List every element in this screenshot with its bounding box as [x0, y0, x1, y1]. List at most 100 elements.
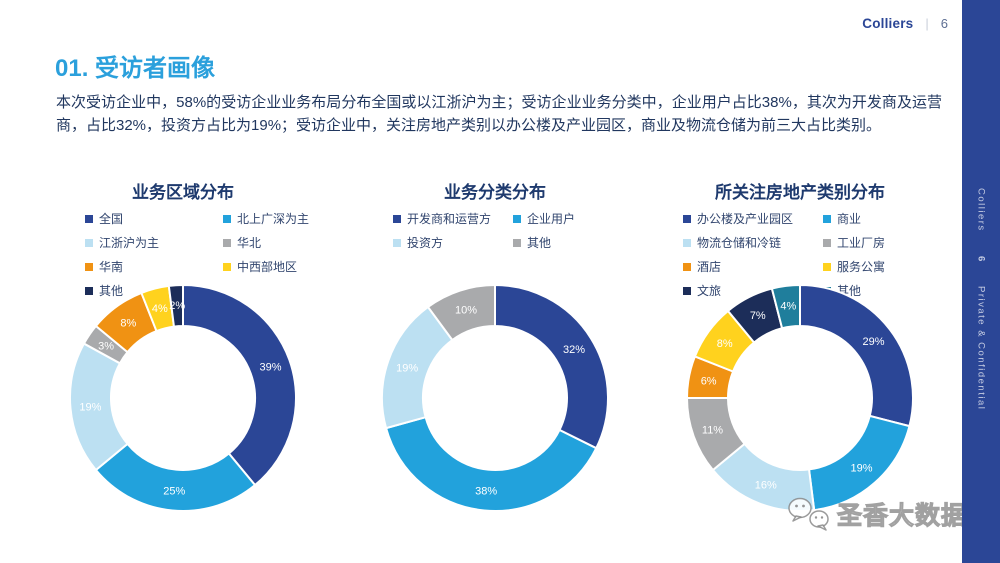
header: Colliers | 6 — [862, 16, 948, 31]
legend-label: 物流仓储和冷链 — [697, 236, 782, 250]
legend-label: 企业用户 — [527, 212, 576, 226]
legend-swatch — [683, 262, 691, 271]
legend-swatch — [85, 286, 93, 295]
legend-label: 北上广深为主 — [237, 212, 310, 226]
legend-swatch — [513, 238, 521, 247]
legend-item: 办公楼及产业园区 — [683, 210, 823, 227]
sidebar-text-group: Colliers 6 Private & Confidential — [962, 188, 1000, 411]
slice-label: 10% — [455, 304, 477, 316]
intro-paragraph: 本次受访企业中，58%的受访企业业务布局分布全国或以江浙沪为主；受访企业业务分类… — [56, 94, 942, 134]
legend-item: 酒店 — [683, 258, 823, 275]
slice-label: 8% — [120, 318, 136, 330]
chart-business-region: 业务区域分布 全国 北上广深为主江浙沪为主 华北华南 中西部地区其他 39% 25% 19… — [43, 170, 323, 542]
brand-logo: Colliers — [862, 16, 914, 31]
legend-swatch — [823, 262, 831, 271]
legend-item: 中西部地区 — [223, 258, 323, 275]
legend-item: 商业 — [823, 210, 940, 227]
legend-swatch — [223, 262, 231, 271]
sidebar-brand: Colliers — [975, 188, 987, 232]
legend-item: 其他 — [513, 234, 635, 251]
slice-label: 29% — [862, 336, 884, 348]
legend-label: 中西部地区 — [237, 260, 298, 274]
donut-slice — [799, 283, 914, 428]
slice-label: 25% — [163, 485, 185, 497]
legend-item: 投资方 — [393, 234, 513, 251]
donut-slice — [770, 283, 801, 330]
legend-item: 北上广深为主 — [223, 210, 323, 227]
legend-item: 物流仓储和冷链 — [683, 234, 823, 251]
chart-title: 业务区域分布 — [132, 183, 234, 202]
chart-property-type: 所关注房地产类别分布 办公楼及产业园区 商业物流仓储和冷链 工业厂房酒店 服务公寓文旅… — [660, 170, 940, 542]
sidebar: Colliers 6 Private & Confidential — [962, 0, 1000, 563]
page-title: 01. 受访者画像 — [55, 55, 216, 82]
slice-label: 19% — [396, 362, 418, 374]
legend-swatch — [393, 214, 401, 223]
legend-item: 其他 — [85, 282, 223, 299]
legend-label: 华北 — [237, 236, 262, 250]
legend-swatch — [85, 262, 93, 271]
legend-item: 全国 — [85, 210, 223, 227]
legend-item: 江浙沪为主 — [85, 234, 223, 251]
donut-chart: 32% 38% 19% 10% — [381, 283, 609, 512]
legend-swatch — [683, 214, 691, 223]
chart-legend: 开发商和运营方 企业用户 投资方 其他 — [355, 210, 635, 251]
legend-item: 华北 — [223, 234, 323, 251]
legend-label: 全国 — [99, 212, 124, 226]
slice-label: 2% — [169, 300, 185, 312]
legend-label: 江浙沪为主 — [99, 236, 160, 250]
legend-label: 开发商和运营方 — [407, 212, 492, 226]
donut-slice — [94, 442, 257, 512]
slice-label: 19% — [850, 463, 872, 475]
legend-swatch — [85, 214, 93, 223]
donut-slice — [182, 283, 297, 487]
legend-swatch — [223, 238, 231, 247]
slice-label: 32% — [563, 344, 585, 356]
slice-label: 3% — [98, 341, 114, 353]
donut-slice — [384, 415, 598, 512]
legend-item: 开发商和运营方 — [393, 210, 513, 227]
legend-swatch — [823, 238, 831, 247]
page-number: 6 — [940, 16, 948, 31]
slice-label: 16% — [755, 479, 777, 491]
legend-swatch — [223, 214, 231, 223]
slice-label: 7% — [750, 310, 766, 322]
slice-label: 6% — [701, 375, 717, 387]
legend-item: 企业用户 — [513, 210, 635, 227]
legend-item: 华南 — [85, 258, 223, 275]
legend-swatch — [85, 238, 93, 247]
slice-label: 4% — [152, 303, 168, 315]
chart-business-category: 业务分类分布 开发商和运营方 企业用户 投资方 其他 32% 38% 19% 10% — [355, 170, 635, 542]
slice-label: 38% — [475, 485, 497, 497]
chart-title: 业务分类分布 — [444, 183, 546, 202]
legend-swatch — [513, 214, 521, 223]
chart-legend: 办公楼及产业园区 商业 物流仓储和冷链 工业厂房 酒店 服务公寓 文旅 其他 — [660, 210, 940, 299]
legend-label: 办公楼及产业园区 — [697, 212, 794, 226]
donut-slice — [494, 283, 609, 450]
chart-legend: 全国 北上广深为主江浙沪为主 华北华南 中西部地区其他 — [43, 210, 323, 299]
legend-label: 其他 — [527, 236, 552, 250]
legend-label: 其他 — [99, 284, 124, 298]
chart-title: 所关注房地产类别分布 — [715, 183, 885, 202]
slice-label: 8% — [717, 338, 733, 350]
legend-swatch — [823, 214, 831, 223]
legend-label: 酒店 — [697, 260, 722, 274]
donut-slice — [167, 283, 184, 328]
legend-item: 工业厂房 — [823, 234, 940, 251]
legend-swatch — [683, 286, 691, 295]
donut-chart: 39% 25% 19% 3% 8% 4% 2% — [69, 283, 297, 512]
slice-label: 39% — [259, 361, 281, 373]
legend-label: 文旅 — [697, 284, 722, 298]
legend-item: 服务公寓 — [823, 258, 940, 275]
legend-swatch — [683, 238, 691, 247]
slice-label: 19% — [79, 402, 101, 414]
legend-label: 华南 — [99, 260, 124, 274]
sidebar-page-number: 6 — [975, 255, 987, 263]
legend-label: 服务公寓 — [837, 260, 886, 274]
slice-label: 4% — [780, 301, 796, 313]
donut-slice — [426, 283, 496, 342]
donut-chart: 29% 19% 16% 11% 6% 8% 7% 4% — [685, 283, 914, 512]
legend-swatch — [393, 238, 401, 247]
header-divider: | — [925, 16, 929, 31]
legend-item: 文旅 — [683, 282, 823, 299]
